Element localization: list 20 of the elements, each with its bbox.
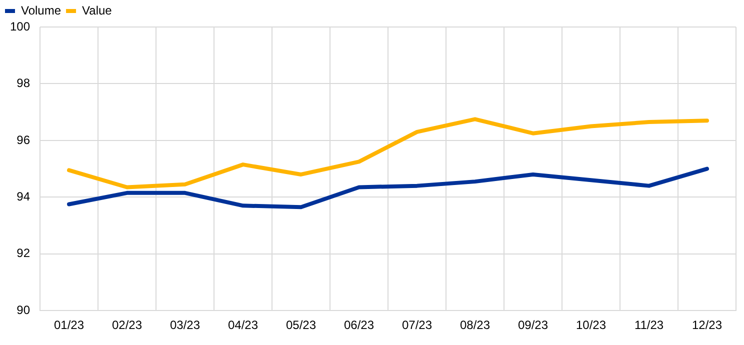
x-tick-label: 02/23 bbox=[112, 318, 142, 332]
x-tick-label: 06/23 bbox=[344, 318, 374, 332]
x-tick-label: 10/23 bbox=[576, 318, 606, 332]
y-tick-label: 92 bbox=[16, 246, 30, 260]
x-tick-label: 05/23 bbox=[286, 318, 316, 332]
x-tick-label: 11/23 bbox=[634, 318, 664, 332]
y-tick-label: 98 bbox=[16, 76, 30, 90]
legend-label: Value bbox=[82, 3, 112, 18]
y-tick-label: 96 bbox=[16, 132, 30, 147]
x-tick-label: 12/23 bbox=[692, 318, 722, 332]
y-tick-label: 90 bbox=[16, 302, 30, 317]
legend-label: Volume bbox=[21, 3, 62, 18]
y-tick-label: 94 bbox=[16, 189, 30, 204]
x-tick-label: 04/23 bbox=[228, 318, 258, 332]
x-tick-label: 01/23 bbox=[54, 318, 84, 332]
x-tick-label: 07/23 bbox=[402, 318, 432, 332]
x-tick-label: 03/23 bbox=[170, 318, 200, 332]
x-tick-label: 08/23 bbox=[460, 318, 490, 332]
x-tick-label: 09/23 bbox=[518, 318, 548, 332]
y-tick-label: 100 bbox=[10, 19, 30, 34]
